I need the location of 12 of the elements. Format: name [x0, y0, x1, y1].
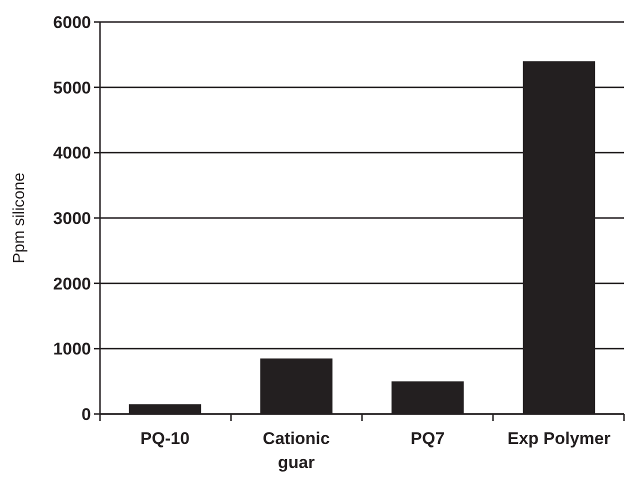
x-tick-label: Exp Polymer [507, 429, 611, 448]
x-tick-label: Cationic guar [262, 429, 330, 472]
x-tick-label: PQ7 [410, 429, 445, 448]
x-tick-label: PQ-10 [140, 429, 190, 448]
y-tick-label: 1000 [53, 340, 91, 359]
y-tick-label: 0 [82, 404, 91, 424]
y-tick-label: 3000 [53, 208, 91, 228]
y-tick-label: 6000 [53, 12, 91, 32]
y-axis-title: Ppm silicone [11, 172, 28, 264]
y-tick-label: 2000 [53, 274, 91, 294]
y-tick-label: 4000 [53, 144, 91, 163]
y-tick-label: 5000 [53, 78, 91, 98]
